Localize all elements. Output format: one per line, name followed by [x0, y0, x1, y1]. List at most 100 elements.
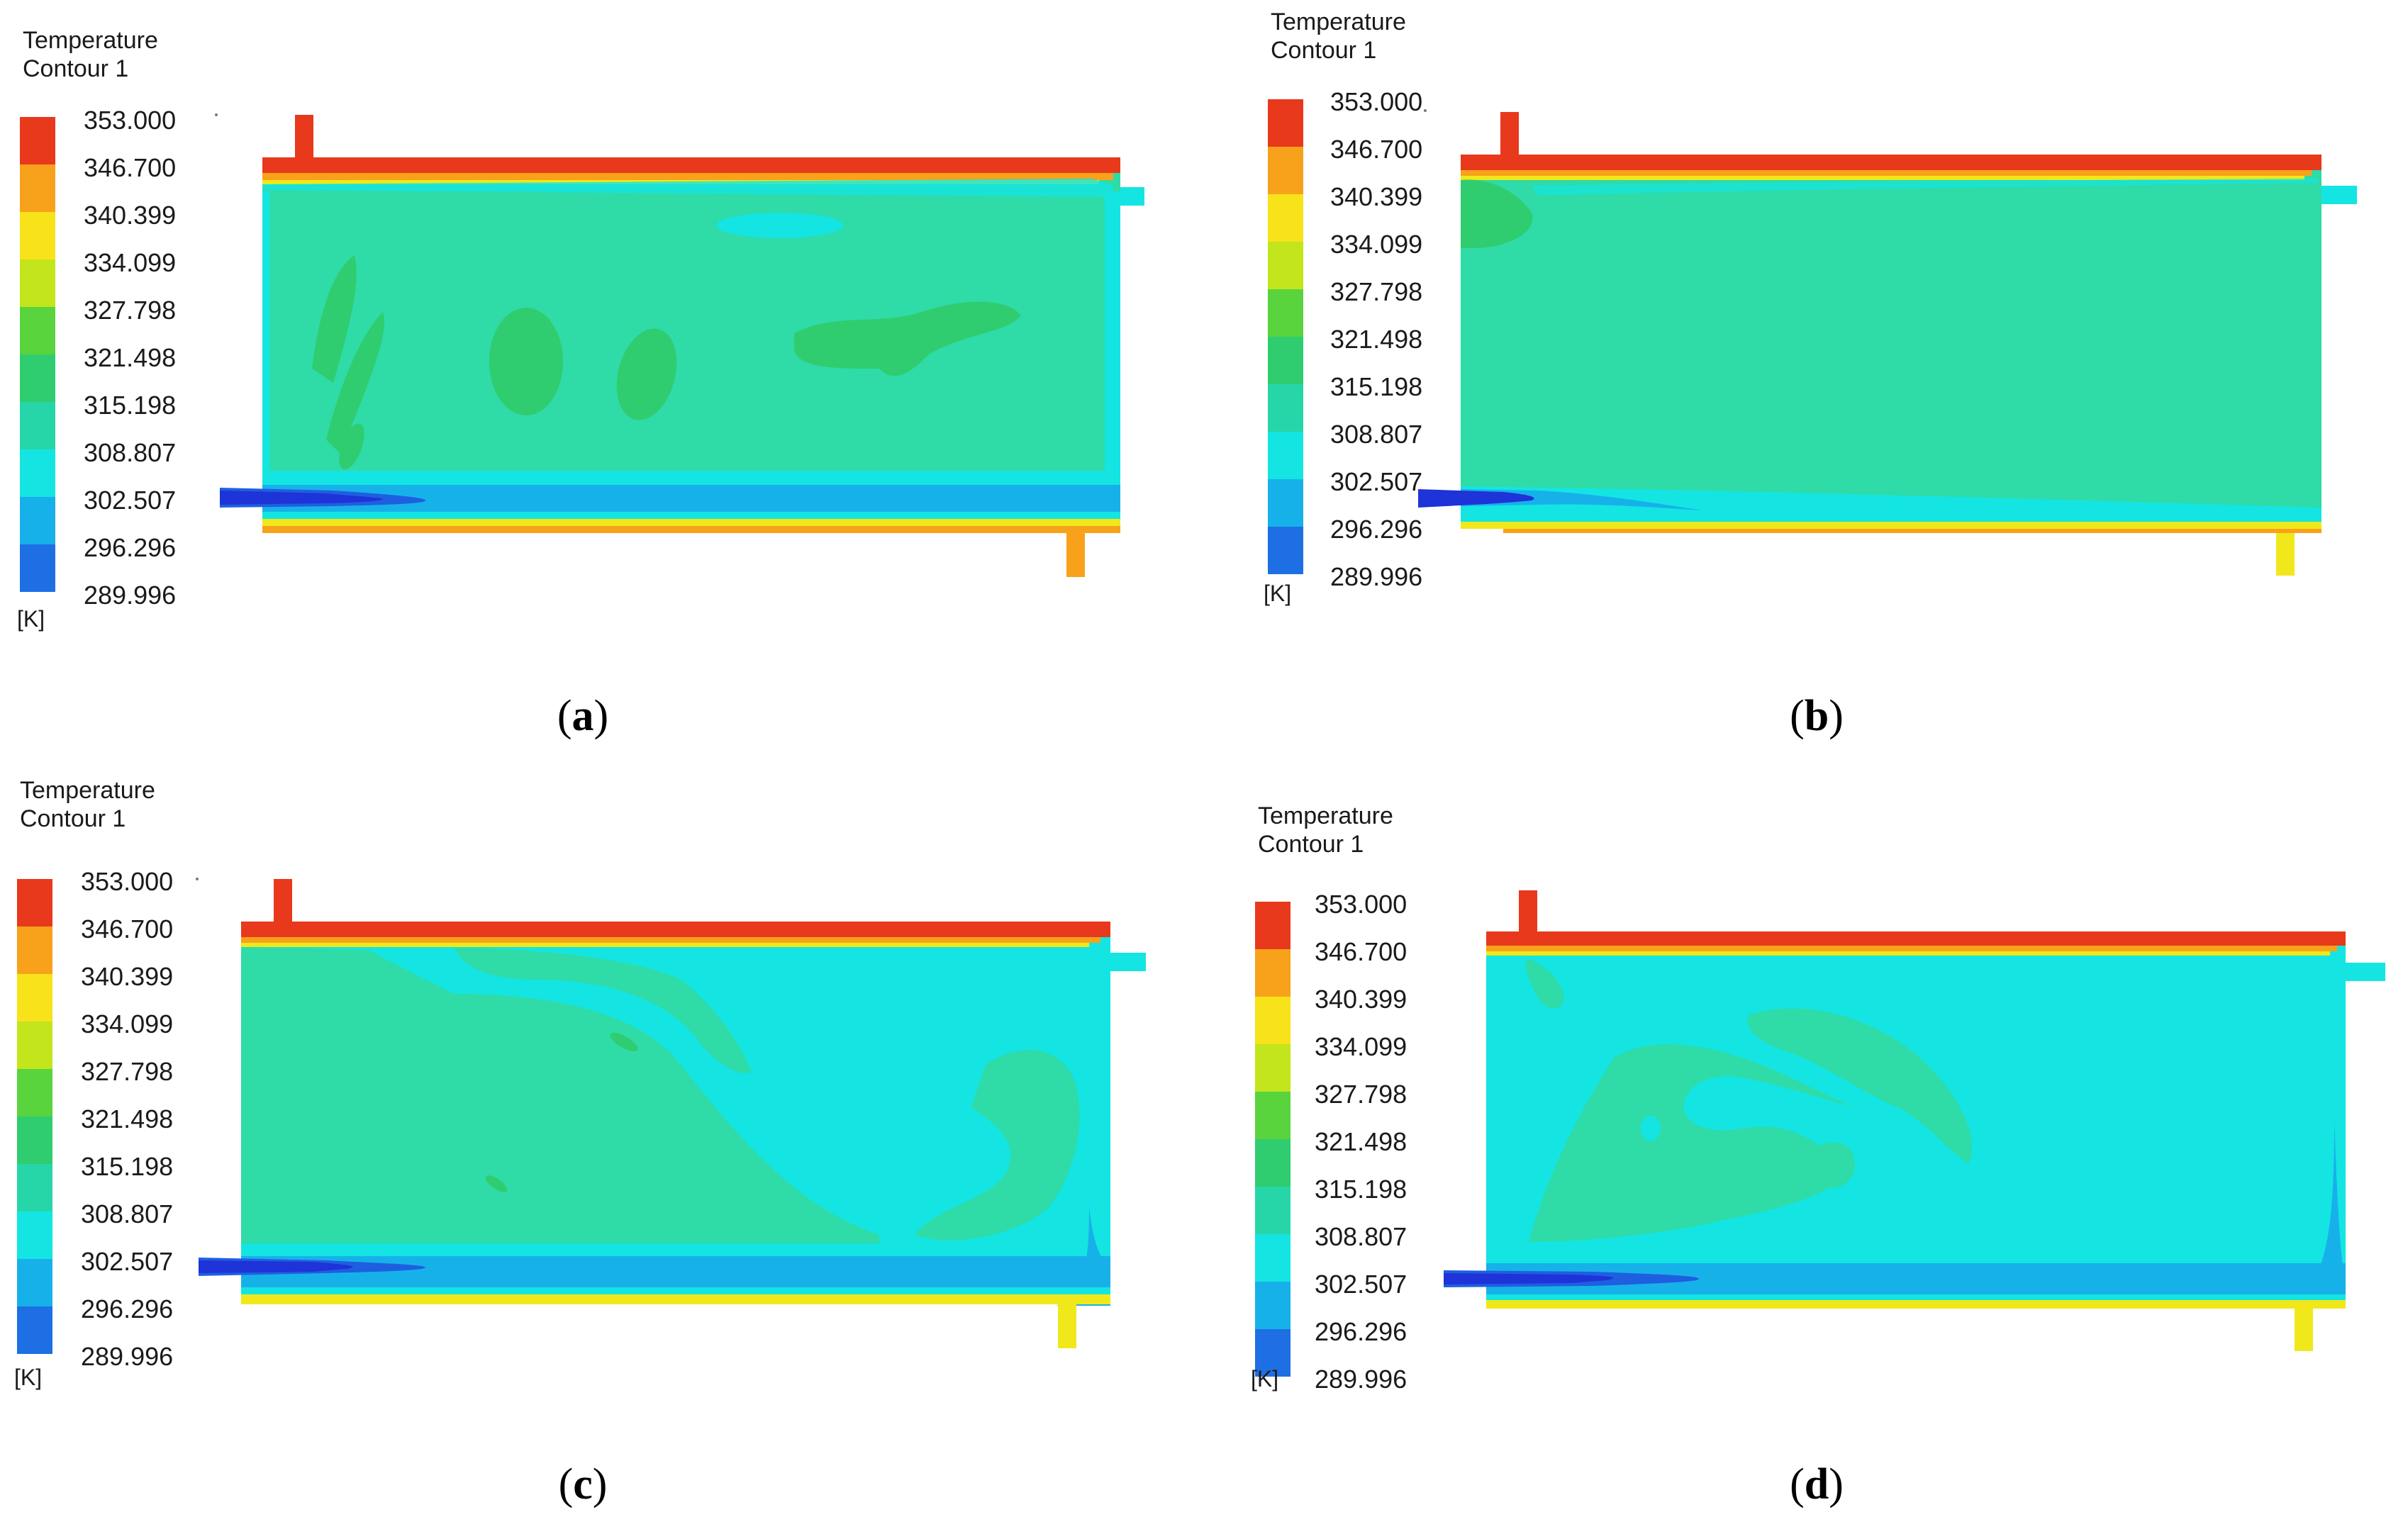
legend-tick-label: 321.498	[81, 1104, 173, 1133]
contour-field	[215, 113, 1144, 577]
contour-blob	[339, 423, 364, 470]
legend-tick-label: 346.700	[1330, 135, 1422, 164]
legend-tick-label: 289.996	[1315, 1365, 1407, 1394]
top-warm-band	[1486, 946, 2337, 951]
top-cyan-fade	[262, 179, 1113, 197]
top-inlet-pipe	[295, 115, 313, 159]
legend-swatch	[17, 1021, 52, 1069]
legend-tick-label: 321.498	[1330, 325, 1422, 354]
legend-swatch	[1255, 997, 1291, 1044]
legend-swatch	[17, 974, 52, 1021]
legend-swatch	[1268, 194, 1303, 242]
legend-swatch	[17, 1069, 52, 1116]
bottom-warm-band	[262, 526, 1120, 533]
legend-tick-labels: 353.000 346.700 340.399 334.099 327.798 321.4…	[1315, 890, 1407, 1394]
legend-title-line2: Contour 1	[1271, 37, 1376, 64]
bottom-yellow-band	[1486, 1300, 2346, 1309]
legend-title-line1: Temperature	[20, 777, 155, 804]
legend-swatch	[1268, 479, 1303, 527]
right-outlet-pipe	[1110, 953, 1146, 971]
contour-field	[196, 878, 1146, 1348]
cold-inlet-jet-core	[1418, 489, 1534, 508]
legend-swatch	[1255, 1187, 1291, 1234]
caption-c: (c)	[559, 1460, 608, 1508]
legend-swatch	[17, 1164, 52, 1211]
legend-tick-label: 346.700	[81, 914, 173, 944]
top-cyan-fade	[1532, 179, 2319, 196]
top-yellow-band	[241, 943, 1089, 947]
legend: Temperature Contour 1 353.000 346.700 340.…	[1264, 9, 1422, 606]
legend-swatch	[17, 879, 52, 926]
contour-blob	[610, 1033, 638, 1051]
legend-tick-label: 334.099	[1330, 230, 1422, 259]
legend-tick-label: 296.296	[84, 533, 176, 562]
contour-blob	[616, 328, 677, 420]
legend-swatch	[1268, 527, 1303, 574]
inlet-marker	[196, 878, 199, 880]
legend-swatch	[1255, 1234, 1291, 1282]
contour-hole	[1641, 1116, 1661, 1141]
bottom-warm-band	[1503, 529, 2321, 533]
legend-tick-label: 353.000	[81, 867, 173, 896]
inlet-marker	[215, 113, 218, 116]
caption-layer: (a)	[557, 692, 608, 740]
legend: Temperature Contour 1 353.000 346.700 340.…	[1251, 802, 1407, 1394]
legend-tick-label: 315.198	[1315, 1175, 1407, 1204]
bottom-yellow-band	[262, 519, 1120, 526]
legend-swatch	[17, 1211, 52, 1259]
legend-title-line1: Temperature	[1258, 802, 1393, 829]
legend-swatch	[20, 449, 55, 497]
legend-tick-label: 346.700	[84, 153, 176, 182]
contour-region	[1747, 1008, 1973, 1164]
legend-tick-label: 289.996	[84, 581, 176, 610]
contour-field	[1444, 890, 2385, 1351]
legend-swatch	[20, 402, 55, 449]
top-yellow-band	[1461, 176, 2304, 180]
legend-title-line1: Temperature	[1271, 9, 1406, 35]
legend-swatch	[20, 259, 55, 307]
legend-tick-label: 340.399	[1330, 182, 1422, 211]
legend-tick-label: 289.996	[81, 1342, 173, 1371]
legend-swatch	[20, 307, 55, 354]
legend-tick-label: 353.000	[1330, 87, 1422, 116]
legend-title-line2: Contour 1	[1258, 831, 1364, 858]
contour-blob	[485, 1175, 508, 1192]
legend-swatch	[20, 354, 55, 402]
panel-b: Temperature Contour 1 353.000 346.700 340.…	[1204, 0, 2408, 767]
legend-title-line2: Contour 1	[23, 55, 128, 82]
legend-swatch	[17, 1259, 52, 1306]
top-inlet-pipe	[1500, 112, 1519, 156]
legend-swatch	[1255, 1139, 1291, 1187]
legend-tick-label: 334.099	[81, 1009, 173, 1038]
bottom-cyan-edge	[262, 512, 1120, 519]
legend-unit: [K]	[1264, 581, 1291, 606]
legend-tick-label: 340.399	[81, 962, 173, 991]
legend-tick-label: 346.700	[1315, 937, 1407, 966]
panel-a: Temperature Contour 1 353.000 346.700 340.…	[0, 0, 1204, 767]
legend-tick-label: 327.798	[1315, 1080, 1407, 1109]
legend-tick-label: 327.798	[1330, 277, 1422, 306]
top-hot-band	[1461, 155, 2321, 170]
tank-body	[262, 157, 1120, 533]
bottom-sky-layer	[241, 1256, 1110, 1287]
right-wall-layer	[2280, 1121, 2346, 1307]
legend-tick-label: 327.798	[81, 1057, 173, 1086]
legend-tick-label: 302.507	[84, 486, 176, 515]
top-inlet-pipe	[1519, 890, 1537, 933]
legend-color-bar	[20, 117, 55, 592]
legend-swatch	[20, 544, 55, 592]
top-warm-band	[1461, 170, 2312, 176]
legend-tick-label: 308.807	[84, 438, 176, 467]
cold-jet-core	[220, 491, 383, 505]
legend-tick-label: 321.498	[1315, 1127, 1407, 1156]
legend-swatch	[20, 164, 55, 212]
right-wall-layer	[1105, 191, 1120, 510]
panel-d-figure: Temperature Contour 1 353.000 346.700 340.…	[1251, 802, 2385, 1508]
bottom-cyan-layer	[1461, 486, 2321, 523]
top-warm-band	[262, 173, 1113, 180]
contour-region	[241, 947, 879, 1243]
legend-tick-label: 334.099	[84, 248, 176, 277]
legend-tick-label: 308.807	[1330, 420, 1422, 449]
legend-tick-labels: 353.000 346.700 340.399 334.099 327.798 321.4…	[84, 106, 176, 610]
bottom-cyan-edge	[1486, 1294, 2346, 1300]
